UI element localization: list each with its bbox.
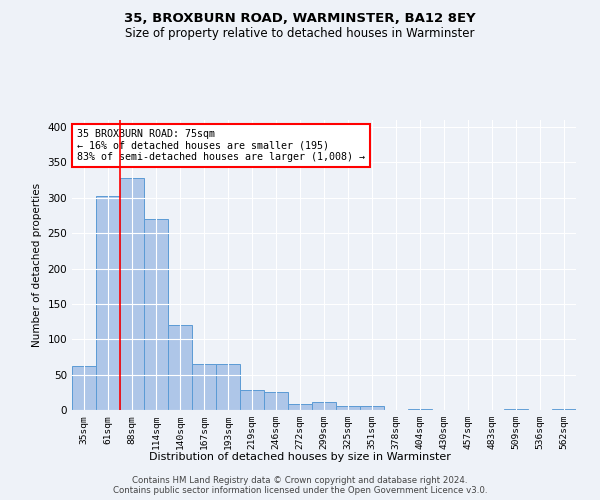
Bar bbox=[264, 392, 288, 410]
Bar bbox=[144, 219, 168, 410]
Bar bbox=[120, 178, 144, 410]
Bar bbox=[312, 402, 336, 410]
Bar bbox=[216, 364, 240, 410]
Bar bbox=[360, 406, 384, 410]
Text: 35, BROXBURN ROAD, WARMINSTER, BA12 8EY: 35, BROXBURN ROAD, WARMINSTER, BA12 8EY bbox=[124, 12, 476, 26]
Y-axis label: Number of detached properties: Number of detached properties bbox=[32, 183, 42, 347]
Bar bbox=[240, 390, 264, 410]
Text: Distribution of detached houses by size in Warminster: Distribution of detached houses by size … bbox=[149, 452, 451, 462]
Bar bbox=[168, 325, 192, 410]
Bar bbox=[336, 406, 360, 410]
Text: Size of property relative to detached houses in Warminster: Size of property relative to detached ho… bbox=[125, 28, 475, 40]
Bar bbox=[72, 366, 96, 410]
Bar bbox=[192, 364, 216, 410]
Text: Contains HM Land Registry data © Crown copyright and database right 2024.: Contains HM Land Registry data © Crown c… bbox=[132, 476, 468, 485]
Text: 35 BROXBURN ROAD: 75sqm
← 16% of detached houses are smaller (195)
83% of semi-d: 35 BROXBURN ROAD: 75sqm ← 16% of detache… bbox=[77, 128, 365, 162]
Bar bbox=[96, 196, 120, 410]
Bar bbox=[288, 404, 312, 410]
Text: Contains public sector information licensed under the Open Government Licence v3: Contains public sector information licen… bbox=[113, 486, 487, 495]
